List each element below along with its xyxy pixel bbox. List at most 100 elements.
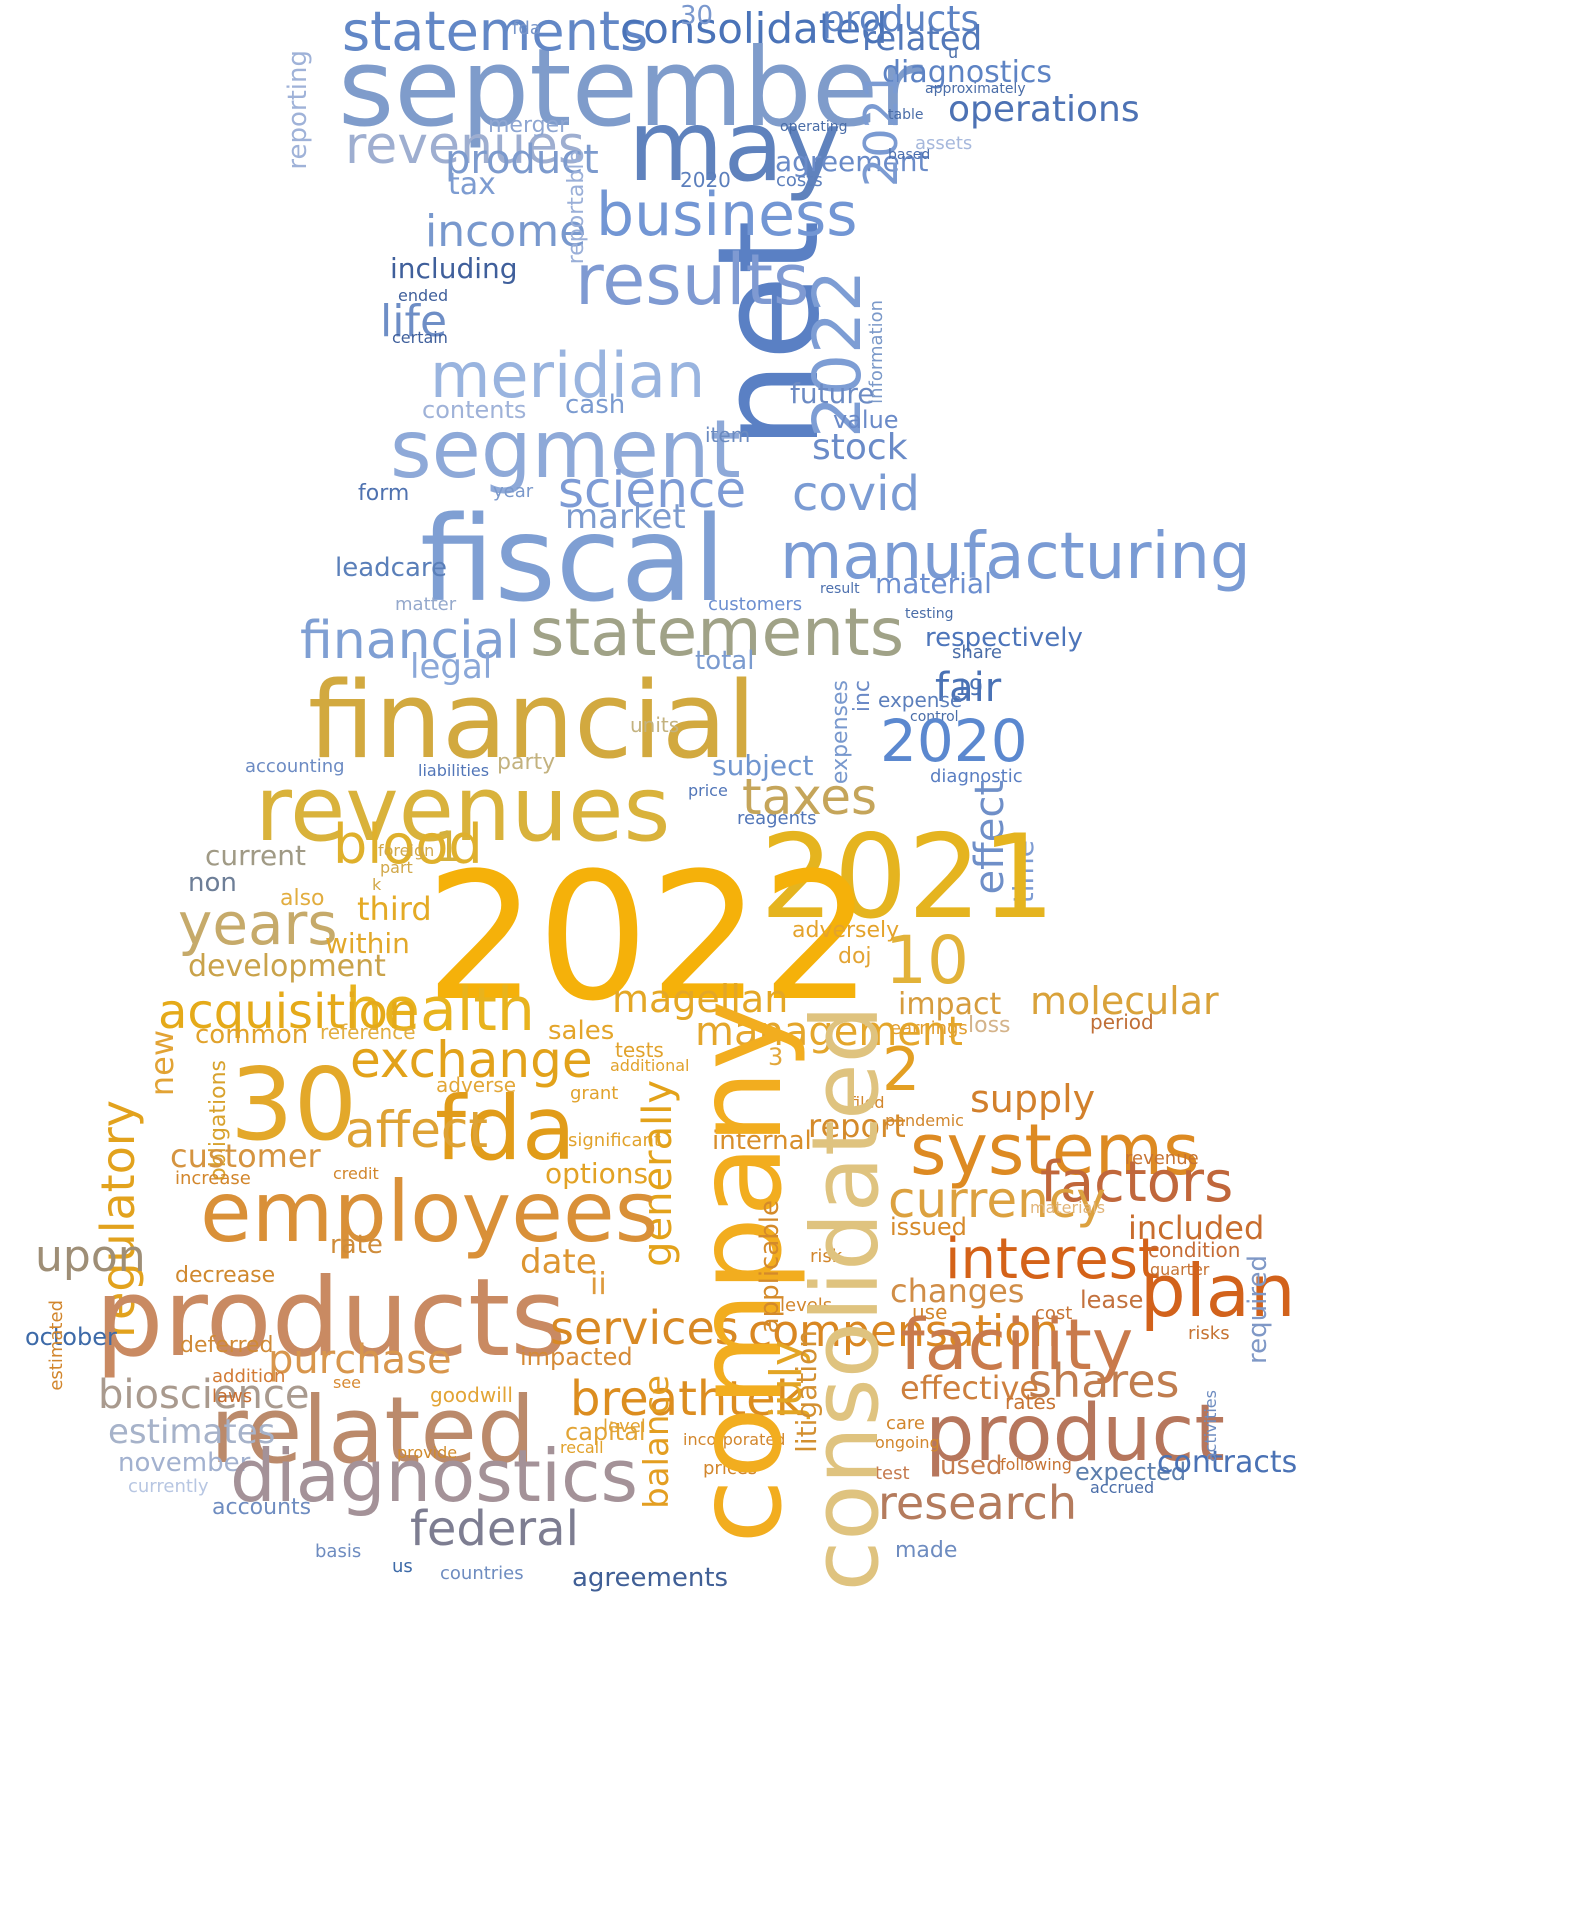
word-including: 2: [882, 1035, 921, 1105]
word-agreement: 2021: [854, 70, 908, 188]
word-management: rate: [330, 1230, 383, 1260]
word-exchange: issued: [890, 1213, 967, 1241]
word-item: molecular: [1030, 979, 1219, 1023]
word-k: compensation: [748, 1306, 1060, 1357]
word-regulations: basis: [315, 1541, 362, 1562]
word-based: acquisition: [158, 984, 419, 1040]
word-effect: tax: [448, 167, 496, 202]
word-pandemic: merger: [488, 113, 569, 138]
word-related: related: [210, 1377, 536, 1484]
word-increased: currently: [128, 1476, 209, 1497]
word-impacted: based: [888, 147, 931, 163]
word-provide: grant: [570, 1083, 619, 1104]
word-three: october: [25, 1323, 117, 1351]
word-tests: expected: [1075, 1458, 1187, 1486]
word-data: accrued: [1090, 1478, 1155, 1497]
word-balance: revenue: [1125, 1148, 1199, 1169]
word-report: reporting: [283, 50, 313, 170]
word-statements: statements: [530, 594, 905, 671]
word-stock: services: [550, 1301, 739, 1355]
word-recall: tests: [615, 1038, 664, 1062]
word-molecular: changes: [890, 1272, 1025, 1310]
word-goodwill: testing: [905, 606, 954, 622]
word-currently: k: [372, 875, 382, 894]
word-ii: report: [808, 1107, 906, 1145]
word-decrease: test: [875, 1463, 910, 1484]
word-currency: deferred: [180, 1333, 274, 1358]
word-u: blood: [333, 813, 483, 876]
word-business: facility: [900, 1304, 1134, 1386]
word-customer: common: [195, 1020, 309, 1050]
word-health: within: [325, 927, 410, 960]
word-deferred: costs: [776, 170, 823, 191]
word-30: 30: [230, 1046, 358, 1163]
word-table: years: [178, 890, 338, 958]
word-cash: manufacturing: [780, 520, 1251, 594]
word-share: product: [445, 137, 599, 183]
word-shares: u: [948, 43, 959, 62]
word-affect: applicable: [755, 1200, 785, 1334]
word-options: earnings: [890, 1018, 968, 1039]
word-breathtek: operating: [780, 119, 848, 135]
word-approximately: 1: [435, 822, 462, 871]
word-effective: customers: [708, 594, 803, 615]
word-products: products: [95, 1256, 567, 1381]
word-required: filed: [850, 1093, 885, 1112]
word-research: addition: [212, 1366, 286, 1387]
word-covid: breathtek: [570, 1371, 804, 1427]
word-test: also: [280, 886, 325, 911]
word-science: financial: [300, 611, 520, 671]
word-activities: increase: [175, 1168, 251, 1189]
word-revenue: period: [1090, 1010, 1154, 1034]
word-systems: certain: [392, 328, 448, 347]
word-fiscal: fiscal: [420, 490, 726, 628]
word-future: management: [695, 1009, 963, 1055]
word-fda: fda: [435, 1077, 576, 1180]
word-matter: bioscience: [98, 1372, 310, 1418]
word-may: may: [628, 90, 842, 204]
word-subject: 30: [680, 1, 714, 31]
word-common: november: [118, 1448, 251, 1478]
word-condition: agreements: [572, 1563, 729, 1593]
word-made: level: [603, 1416, 646, 1437]
word-bioscience: fda: [512, 18, 541, 39]
word-ongoing: additional: [610, 1056, 690, 1075]
word-twentytwo: units: [630, 713, 680, 737]
word-customers: supply: [970, 1077, 1096, 1121]
word-total: covid: [792, 466, 920, 522]
word-material: research: [878, 1476, 1078, 1530]
word-reagents: market: [565, 497, 686, 537]
word-time: agreement: [775, 145, 929, 178]
word-five: us: [392, 1556, 413, 1577]
word-information: purchase: [268, 1337, 452, 1383]
word-period: date: [520, 1242, 597, 1282]
word-two: contracts: [1157, 1445, 1298, 1480]
word-adverse: current: [205, 839, 307, 872]
word-october: use: [912, 1300, 948, 1324]
word-upon: condition: [1148, 1238, 1241, 1262]
word-results: systems: [910, 1109, 1200, 1191]
word-services: diagnostic: [930, 766, 1023, 787]
word-meridian: meridian: [430, 339, 706, 412]
word-applicable: materials: [1030, 1198, 1106, 1217]
word-interest: made: [895, 1538, 958, 1563]
word-include: ongoing: [875, 1433, 940, 1452]
word-quarter: adversely: [792, 918, 900, 943]
word-blood: 19: [955, 676, 983, 701]
word-certain: business: [596, 180, 858, 250]
word-operations: employees: [200, 1163, 659, 1261]
word-laws: result: [820, 581, 860, 597]
word-liabilities: total: [695, 646, 755, 676]
word-accrued: levels: [780, 1295, 833, 1316]
word-value: currency: [888, 1171, 1106, 1229]
word-revenues: revenues: [255, 757, 671, 862]
word-securities: estimated: [46, 1300, 67, 1391]
word-agreements: recall: [560, 1438, 604, 1457]
word-current: subject: [712, 749, 814, 782]
word-used: significant: [568, 1130, 661, 1151]
word-litigation: quarter: [1150, 1260, 1210, 1279]
word-impact: effective: [900, 1369, 1040, 1407]
word-assets: taxes: [742, 768, 878, 826]
word-suppliers: following: [1000, 1455, 1072, 1474]
word-diagnostics: diagnostics: [230, 1434, 639, 1518]
